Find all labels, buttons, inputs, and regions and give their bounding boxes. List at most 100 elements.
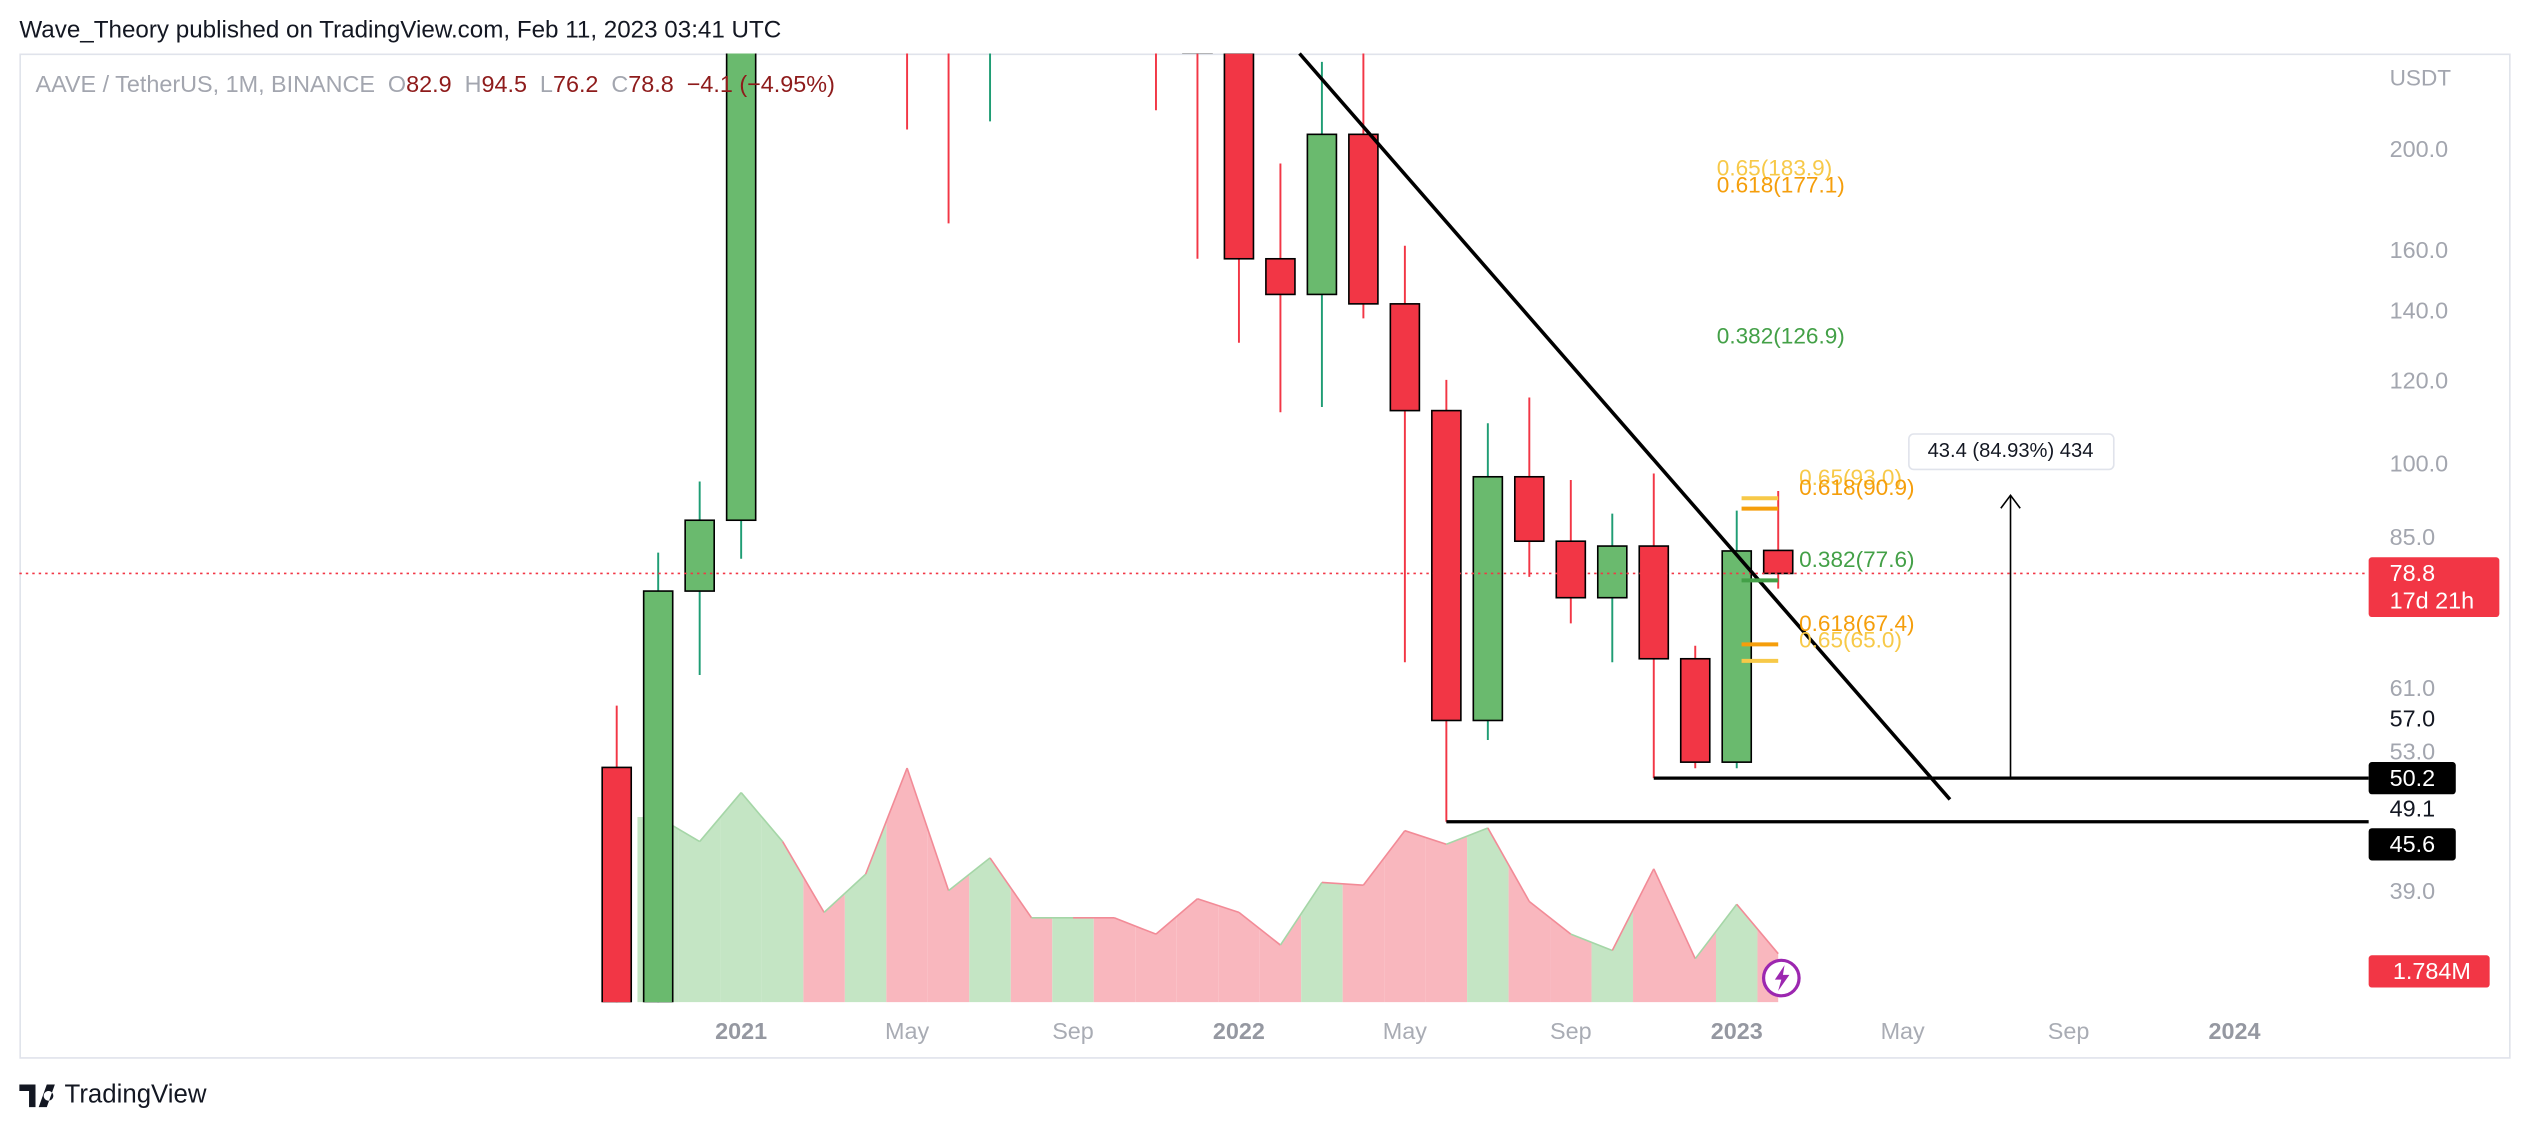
candle-body (1223, 53, 1255, 260)
volume-edge (1155, 898, 1198, 935)
symbol-title: AAVE / TetherUS, 1M, BINANCE (35, 71, 374, 97)
volume-edge (1404, 829, 1447, 846)
ohlc-letter: C (611, 71, 628, 97)
trend-line (1298, 52, 1952, 801)
volume-area (1508, 864, 1551, 1003)
y-tick-label: 120.0 (2390, 368, 2449, 394)
measure-label: 43.4 (84.93%) 434 (1928, 440, 2094, 462)
volume-edge (1694, 903, 1738, 960)
fib-label: 0.65(183.9) (1717, 155, 1832, 180)
ohlc-value: 76.2 (553, 71, 599, 97)
fib-label: 0.618(90.9) (1799, 475, 1914, 500)
candle-body (1306, 133, 1338, 296)
measure-arrow (2000, 493, 2021, 509)
volume-edge (1238, 911, 1281, 946)
chart-frame (19, 53, 2511, 1059)
ohlc-value: 82.9 (406, 71, 452, 97)
volume-area (1384, 830, 1426, 1003)
volume-area (761, 817, 804, 1003)
publisher: Wave_Theory published on TradingView.com… (19, 16, 781, 43)
price-label: 49.1 (2390, 796, 2436, 822)
volume-area (1218, 905, 1260, 1003)
fib-label: 0.618(177.1) (1717, 172, 1845, 197)
volume-edge (1446, 827, 1489, 846)
change-label: −4.1 (−4.95%) (687, 71, 835, 97)
price-label: 57.0 (2390, 706, 2436, 732)
price-box (2368, 828, 2456, 861)
y-tick-label: 39.0 (2390, 878, 2436, 904)
volume-area (678, 817, 721, 1003)
fib-label: 0.618(67.4) (1799, 611, 1914, 636)
x-tick-label: 2021 (715, 1018, 767, 1044)
current-price-label: 78.8 (2390, 560, 2436, 586)
candle-layer (601, 53, 1794, 1003)
volume-edge (1528, 900, 1572, 935)
measure-box (1908, 433, 2115, 471)
x-tick-label: May (1383, 1018, 1427, 1044)
countdown-label: 17d 21h (2390, 588, 2475, 614)
drawing-layer: 0.65(183.9)0.618(177.1) 0.382(126.9) 0.65(… (19, 52, 2369, 824)
volume-area (720, 792, 762, 1003)
volume-area (1176, 898, 1219, 1003)
volume-area (1467, 827, 1509, 1003)
volume-area (1591, 909, 1634, 1003)
y-tick-label: 53.0 (2390, 739, 2436, 765)
candle-body (1638, 545, 1670, 660)
volume-area (1010, 887, 1053, 1003)
volume-edge (1570, 933, 1613, 952)
x-tick-label: Sep (1550, 1018, 1592, 1044)
axis-layer: 2021 May Sep 2022 May Sep 2023 May Sep 2024 200.0 1… (715, 136, 2500, 1044)
logo-mark (19, 1084, 55, 1108)
volume-area (1301, 882, 1343, 1003)
volume-edge (1321, 881, 1364, 886)
candle-body (1762, 549, 1794, 575)
y-tick-label: 140.0 (2390, 298, 2449, 324)
volume-edge (1487, 827, 1531, 902)
volume-area (1674, 913, 1716, 1003)
y-tick-label: 61.0 (2390, 675, 2436, 701)
volume-edge (1114, 917, 1157, 935)
fib-label: 0.65(93.0) (1799, 465, 1902, 490)
y-tick-label: 160.0 (2390, 237, 2449, 263)
volume-edge (1279, 881, 1323, 946)
volume-edge (1611, 868, 1655, 951)
candle-body (1348, 133, 1379, 305)
volume-edge (1736, 903, 1779, 955)
candle-body (1431, 409, 1462, 722)
logo-text: TradingView (65, 1081, 207, 1109)
volume-label: 1.784M (2393, 958, 2471, 984)
current-price-box (2368, 557, 2500, 618)
y-tick-label: 85.0 (2390, 524, 2436, 550)
volume-area (1135, 916, 1177, 1003)
replay-bolt (1774, 965, 1790, 991)
volume-area (1715, 904, 1758, 1003)
fib-label: 0.382(126.9) (1717, 324, 1845, 349)
ohlc-letter: L (540, 71, 553, 97)
candle-body (642, 590, 674, 1003)
candle-body (725, 53, 757, 522)
volume-area (1093, 917, 1136, 1003)
volume-box (2368, 955, 2490, 988)
ohlc-value: 78.8 (628, 71, 674, 97)
volume-area (1259, 913, 1302, 1003)
x-tick-label: 2023 (1711, 1018, 1763, 1044)
price-box-label: 50.2 (2390, 765, 2436, 791)
volume-edge (699, 792, 742, 843)
replay-icon[interactable] (1761, 958, 1801, 998)
x-tick-label: 2022 (1213, 1018, 1265, 1044)
ohlc-value: 94.5 (481, 71, 527, 97)
candle-body (1389, 303, 1421, 412)
volume-area (886, 768, 928, 1003)
ohlc-letter: H (465, 71, 482, 97)
volume-area (1425, 836, 1468, 1003)
candle-body (684, 519, 716, 592)
volume-area (1052, 917, 1094, 1003)
volume-edge (781, 841, 825, 913)
volume-edge (740, 792, 784, 843)
volume-edge (906, 767, 950, 891)
volume-edge (864, 767, 908, 875)
legend-line: AAVE / TetherUS, 1M, BINANCE O82.9 H94.5… (35, 71, 834, 97)
